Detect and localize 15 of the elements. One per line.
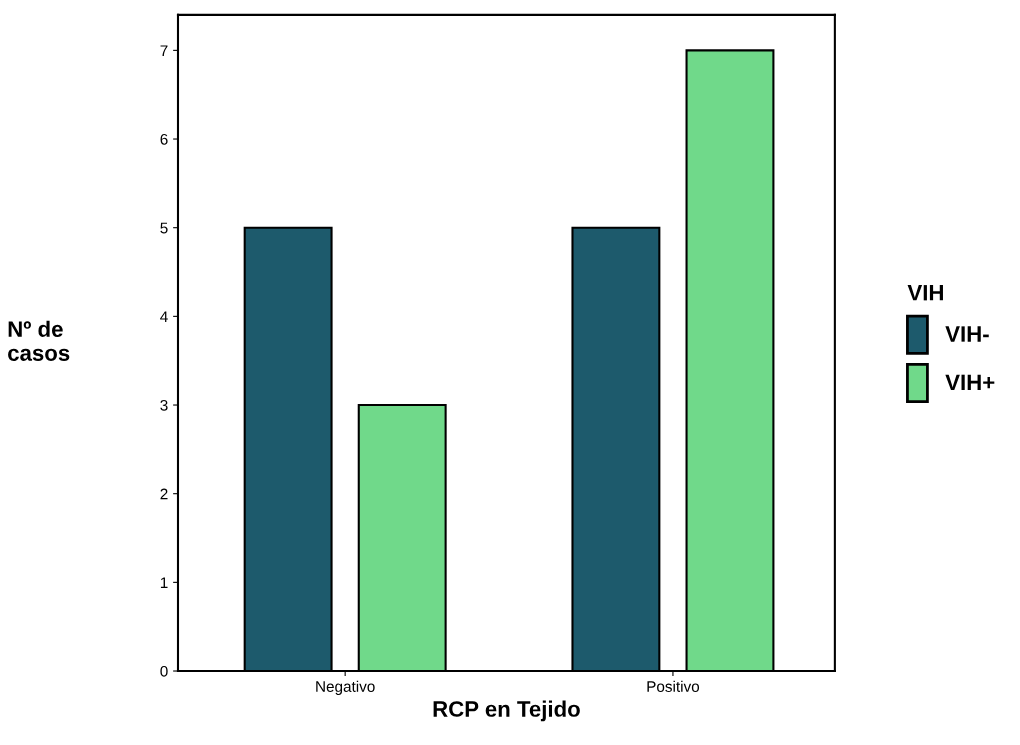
x-tick-label: Negativo xyxy=(316,680,375,695)
y-tick-label: 0 xyxy=(160,665,168,677)
y-tick-label: 7 xyxy=(160,45,168,56)
y-tick-label: 5 xyxy=(160,222,168,234)
y-tick-label: 4 xyxy=(160,311,168,322)
y-axis-title: Nº de casos xyxy=(8,320,70,361)
y-tick-label: 3 xyxy=(160,399,168,411)
legend-title: VIH xyxy=(907,285,943,301)
y-tick-label: 6 xyxy=(160,133,168,145)
x-axis-title: RCP en Tejido xyxy=(433,700,580,722)
y-tick-label: 2 xyxy=(160,488,168,500)
x-tick-label: Positivo xyxy=(647,680,700,692)
legend-label: VIH- xyxy=(945,326,989,342)
legend-label: VIH+ xyxy=(945,374,995,390)
y-tick-label: 1 xyxy=(160,577,168,588)
